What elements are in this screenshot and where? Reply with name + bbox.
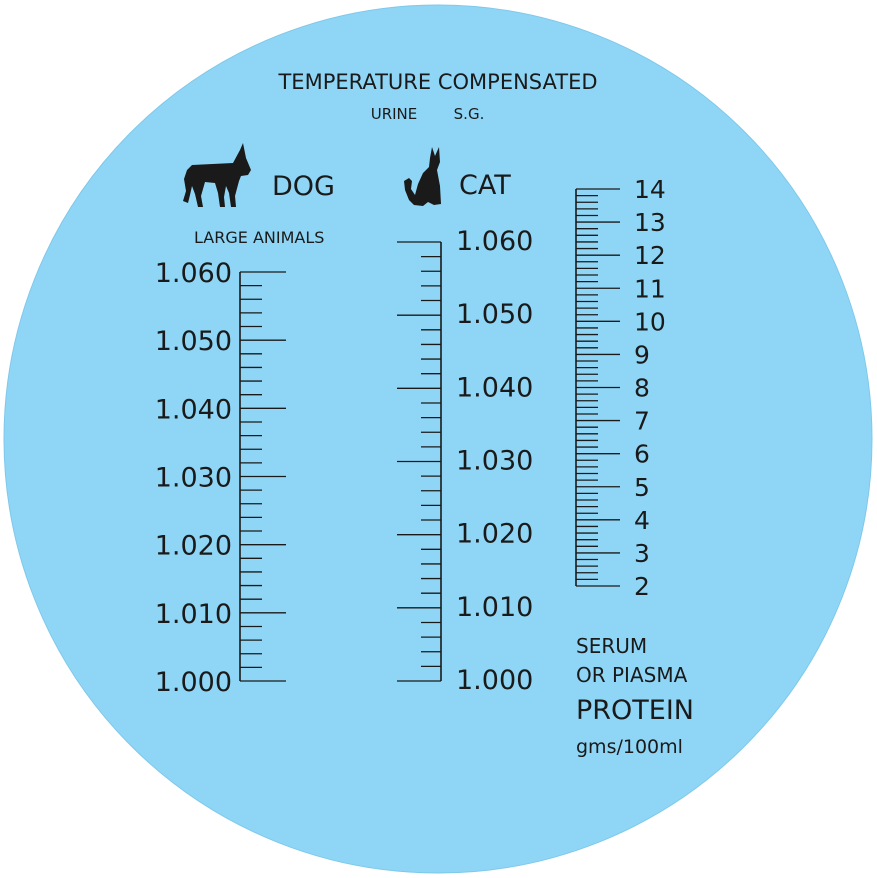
dog-scale-label: 1.040 xyxy=(155,394,232,425)
cat-scale-label: 1.030 xyxy=(456,446,533,477)
protein-plasma-label: OR PIASMA xyxy=(576,663,688,687)
protein-unit: gms/100ml xyxy=(576,736,683,758)
reticle-background xyxy=(4,5,872,873)
protein-scale-label: 3 xyxy=(634,539,650,568)
cat-scale-label: 1.060 xyxy=(456,226,533,257)
protein-scale-label: 6 xyxy=(634,440,650,469)
dog-scale-label: 1.050 xyxy=(155,326,232,357)
cat-scale-label: 1.000 xyxy=(456,665,533,696)
dog-scale-label: 1.010 xyxy=(155,599,232,630)
dog-scale-label: 1.030 xyxy=(155,463,232,494)
protein-scale-label: 9 xyxy=(634,340,650,369)
cat-scale-label: 1.050 xyxy=(456,299,533,330)
protein-title: PROTEIN xyxy=(576,695,694,726)
protein-scale-label: 5 xyxy=(634,473,650,502)
cat-scale-label: 1.020 xyxy=(456,519,533,550)
protein-serum-label: SERUM xyxy=(576,634,647,658)
protein-scale-label: 11 xyxy=(634,274,666,303)
header-subtitle-urine: URINE xyxy=(371,105,418,123)
protein-scale-label: 12 xyxy=(634,241,666,270)
protein-scale-label: 13 xyxy=(634,208,666,237)
dog-label: DOG xyxy=(272,171,335,202)
protein-scale-label: 14 xyxy=(634,175,666,204)
cat-label: CAT xyxy=(459,170,511,201)
protein-scale-label: 8 xyxy=(634,374,650,403)
dog-scale-label: 1.060 xyxy=(155,258,232,289)
dog-scale-label: 1.000 xyxy=(155,667,232,698)
cat-scale-label: 1.010 xyxy=(456,592,533,623)
cat-scale-label: 1.040 xyxy=(456,372,533,403)
protein-scale-label: 10 xyxy=(634,307,666,336)
protein-scale-label: 4 xyxy=(634,506,650,535)
protein-scale-label: 2 xyxy=(634,572,650,601)
header-title: TEMPERATURE COMPENSATED xyxy=(277,70,597,94)
protein-scale-label: 7 xyxy=(634,407,650,436)
header-subtitle-sg: S.G. xyxy=(454,105,485,123)
dog-scale-label: 1.020 xyxy=(155,531,232,562)
dog-sublabel: LARGE ANIMALS xyxy=(194,228,324,247)
